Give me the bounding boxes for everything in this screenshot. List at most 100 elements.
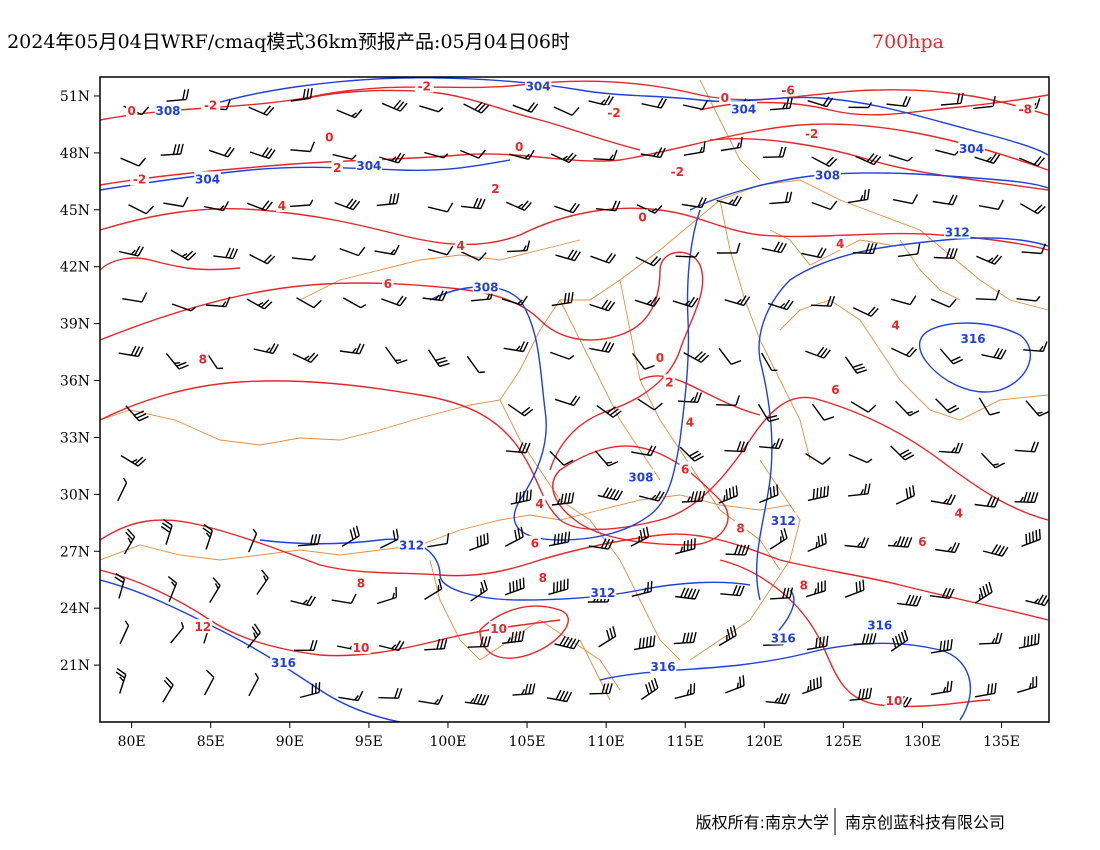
wind-barb (716, 242, 741, 254)
y-tick-label: 21N (60, 658, 90, 674)
wind-barb (380, 528, 399, 549)
wind-barb (334, 198, 361, 211)
wind-barb (1014, 441, 1040, 453)
wind-barb (247, 623, 261, 649)
wind-barb (418, 694, 444, 705)
wind-barb (891, 347, 918, 358)
wind-barb (506, 442, 531, 454)
wind-barb (802, 676, 822, 695)
wind-barb (769, 528, 788, 550)
wind-barb (935, 149, 960, 156)
wind-barb (588, 95, 614, 107)
height-label-bg (649, 658, 677, 673)
temperature-label: 4 (536, 497, 544, 511)
wind-barb (122, 292, 148, 303)
wind-barb (293, 639, 318, 651)
height-label: 308 (155, 104, 180, 118)
height-label: 304 (195, 172, 220, 186)
temperature-label: 8 (357, 577, 365, 591)
temperature-label: 8 (199, 353, 207, 367)
temperature-label: -2 (671, 165, 684, 179)
y-tick-label: 39N (60, 317, 90, 333)
wind-barb (594, 450, 619, 467)
wind-barb (427, 245, 454, 256)
height-label-bg (958, 141, 985, 156)
wind-barb (890, 445, 915, 461)
wind-barb (512, 102, 539, 113)
wind-barb (170, 621, 185, 644)
temperature-label-bg (489, 621, 509, 636)
wind-barb (757, 403, 780, 423)
temperature-label: 10 (886, 694, 903, 708)
temperature-label: 4 (686, 415, 694, 429)
y-tick-label: 33N (60, 430, 90, 446)
wind-barb (805, 580, 826, 598)
wind-barb (248, 672, 259, 697)
height-label-bg (627, 469, 655, 484)
wind-barb (1017, 676, 1038, 694)
wind-barb (844, 356, 868, 374)
wind-barb (501, 295, 528, 306)
wind-barb (550, 152, 577, 164)
wind-barb (419, 105, 444, 113)
wind-barb (673, 631, 697, 645)
wind-barb (249, 253, 276, 265)
temperature-label: -2 (133, 172, 146, 186)
wind-barb (469, 532, 489, 551)
temperature-label: 2 (665, 375, 673, 389)
wind-barb (724, 295, 751, 307)
wind-barb (467, 636, 491, 648)
temperature-label-bg (201, 97, 221, 112)
height-label: 312 (771, 514, 796, 528)
wind-barb (246, 200, 273, 211)
wind-barb (379, 152, 405, 164)
temperature-label: -2 (805, 127, 818, 141)
height-label: 308 (628, 470, 653, 484)
wind-barb (209, 577, 221, 603)
temperature-label-bg (125, 103, 138, 118)
wind-barb (978, 397, 1000, 416)
wind-barb (290, 199, 314, 208)
wind-barb (1020, 203, 1046, 215)
y-tick-label: 27N (60, 544, 90, 560)
wind-barb (718, 625, 737, 647)
wind-barb (848, 102, 873, 109)
wind-barb (504, 577, 525, 596)
height-label-bg (194, 171, 221, 186)
wind-barb (162, 676, 174, 703)
wind-barb (338, 690, 364, 702)
height-label: 304 (526, 79, 551, 93)
wind-barb (975, 289, 1000, 301)
wind-barb (1025, 594, 1049, 607)
temperature-label: 4 (836, 237, 844, 251)
temperature-label-bg (829, 382, 842, 397)
temperature-contours (100, 80, 1049, 708)
y-tick-label: 36N (60, 374, 90, 390)
temperature-label-bg (276, 198, 288, 212)
wind-barb (715, 395, 740, 406)
height-label: 312 (399, 539, 424, 553)
wind-barb (805, 453, 831, 465)
wind-barbs (114, 87, 1049, 708)
x-tick-label: 80E (118, 734, 146, 750)
wind-barb (551, 291, 574, 307)
y-tick-label: 48N (60, 146, 90, 162)
wind-barb (422, 290, 448, 302)
wind-barb (118, 345, 144, 358)
wind-barb (1023, 341, 1048, 352)
wind-barb (249, 147, 276, 159)
temperature-label-bg (1015, 101, 1035, 116)
wind-barb (1016, 295, 1041, 302)
wind-barb (636, 204, 663, 214)
wind-barb (855, 153, 882, 166)
temperature-label: 2 (491, 182, 499, 196)
height-label-bg (770, 630, 797, 645)
temperature-label-bg (654, 349, 666, 364)
wind-barb (424, 638, 448, 651)
wind-barb (635, 256, 662, 267)
wind-barb (376, 193, 400, 207)
wind-barb (589, 299, 616, 312)
wind-barb (299, 682, 321, 699)
temperature-label-bg (798, 577, 810, 592)
